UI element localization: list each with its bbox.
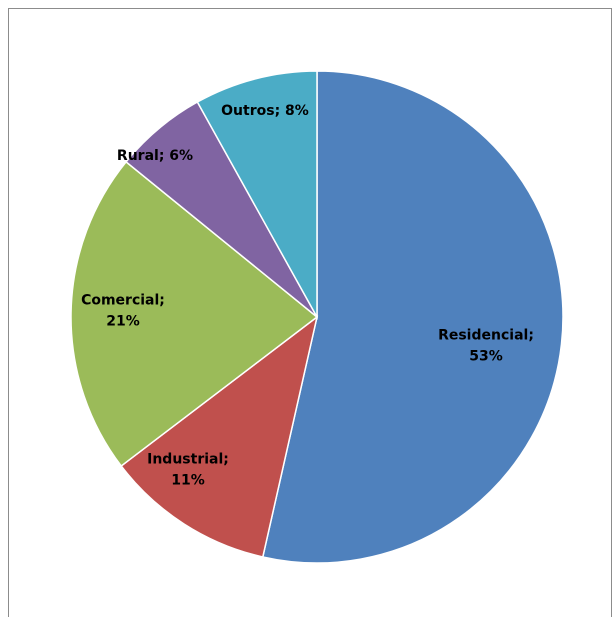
data-label-line: 11% xyxy=(171,473,205,489)
pie-slices xyxy=(70,70,564,564)
data-label-line: 53% xyxy=(469,349,503,365)
pie-slice-residencial xyxy=(261,70,564,564)
data-label-rural: Rural; 6% xyxy=(117,148,193,164)
pie-slice-comercial xyxy=(70,160,319,468)
chart-frame xyxy=(8,8,612,617)
data-label-line: 21% xyxy=(106,314,140,330)
data-label-line: Residencial; xyxy=(438,328,534,344)
data-label-line: Outros; 8% xyxy=(221,103,309,119)
data-label-comercial: Comercial; 21% xyxy=(81,293,165,330)
data-label-residencial: Residencial; 53% xyxy=(438,328,534,365)
pie-slice-outros xyxy=(196,70,318,320)
data-label-outros: Outros; 8% xyxy=(221,103,309,119)
pie-slice-industrial xyxy=(120,315,319,558)
data-label-industrial: Industrial; 11% xyxy=(147,452,229,489)
pie-labels: Residencial; 53% Industrial; 11% Comercial; 2… xyxy=(81,103,534,489)
data-label-line: Industrial; xyxy=(147,452,229,468)
data-label-line: Comercial; xyxy=(81,293,165,309)
data-label-line: Rural; 6% xyxy=(117,148,193,164)
